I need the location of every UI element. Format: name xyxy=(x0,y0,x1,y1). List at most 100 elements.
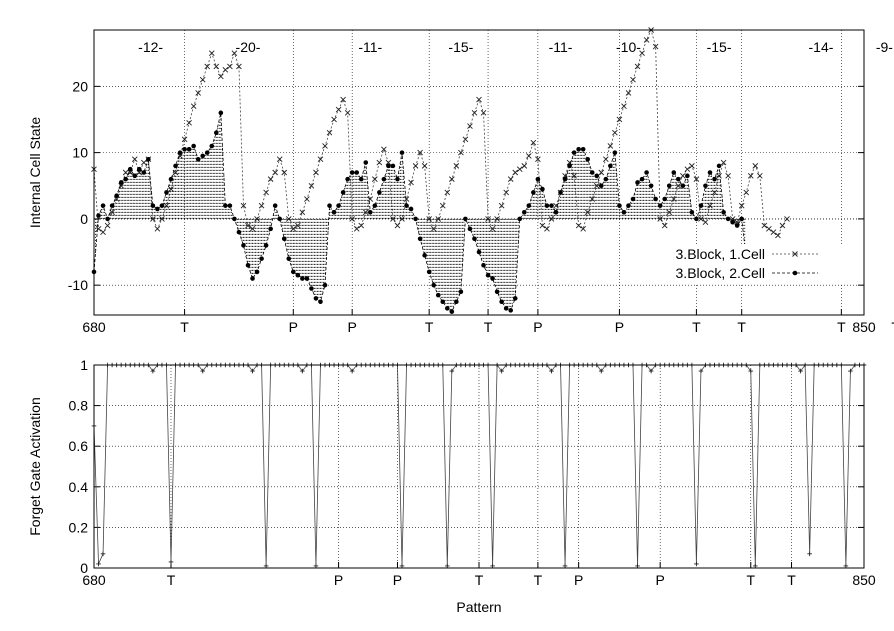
segment-length-label: -15- xyxy=(707,39,732,55)
series-marker-plus xyxy=(798,368,803,374)
series-marker-dot xyxy=(132,173,138,179)
series-marker-dot xyxy=(105,216,110,222)
series-marker-dot xyxy=(304,276,310,281)
series-marker-dot xyxy=(354,170,360,175)
series-marker-x xyxy=(276,156,283,163)
series-marker-x xyxy=(784,216,790,222)
series-marker-dot xyxy=(136,166,142,172)
series-marker-dot xyxy=(490,276,495,281)
series-marker-dot xyxy=(322,282,328,288)
series-marker-x xyxy=(154,226,161,232)
series-marker-dot xyxy=(603,176,609,182)
series-marker-x xyxy=(616,116,623,123)
segment-length-label: -10- xyxy=(616,39,641,55)
series-marker-dot xyxy=(444,306,450,311)
series-marker-x xyxy=(249,226,256,232)
series-marker-dot xyxy=(517,216,523,222)
series-marker-dot xyxy=(191,143,196,149)
segment-length-label: -11- xyxy=(358,39,382,55)
series-marker-x xyxy=(757,172,763,179)
series-marker-x xyxy=(670,196,677,202)
series-marker-x xyxy=(308,182,315,189)
series-marker-dot xyxy=(96,213,101,218)
y-axis-label: Internal Cell State xyxy=(27,117,43,228)
series-marker-x xyxy=(625,90,632,96)
series-marker-x xyxy=(680,172,686,179)
series-marker-x xyxy=(358,222,365,229)
series-marker-dot xyxy=(617,203,622,208)
series-marker-dot xyxy=(463,216,468,222)
plot-frame xyxy=(93,29,865,316)
series-marker-dot xyxy=(431,282,437,288)
series-marker-dot xyxy=(173,163,178,169)
series-marker-dot xyxy=(336,203,341,208)
marker-label: T xyxy=(891,319,894,335)
series-marker-dot xyxy=(644,170,649,175)
y-tick-label: -10 xyxy=(68,277,88,293)
series-marker-x xyxy=(548,216,555,222)
series-marker-x xyxy=(498,202,505,209)
y-tick-label: 0 xyxy=(80,560,88,576)
marker-label: P xyxy=(334,572,343,588)
series-marker-dot xyxy=(100,203,106,208)
series-marker-dot xyxy=(263,243,269,248)
series-marker-x xyxy=(766,226,772,232)
series-marker-x xyxy=(335,106,342,113)
series-marker-dot xyxy=(571,150,577,155)
series-marker-x xyxy=(580,226,586,232)
series-marker-x xyxy=(131,156,138,163)
series-marker-x xyxy=(190,103,197,110)
series-marker-dot xyxy=(422,253,427,258)
series-marker-x xyxy=(521,163,528,169)
y-tick-label: 0.8 xyxy=(69,398,89,414)
series-line-block3-cell1 xyxy=(93,28,788,237)
series-marker-dot xyxy=(648,183,654,189)
series-marker-dot xyxy=(200,153,206,159)
series-marker-dot xyxy=(399,150,405,155)
series-marker-x xyxy=(267,176,274,182)
series-marker-dot xyxy=(195,156,201,162)
series-marker-plus xyxy=(598,368,604,374)
series-marker-x xyxy=(326,129,333,136)
series-marker-x xyxy=(195,90,201,96)
series-marker-x xyxy=(204,63,211,70)
series-marker-dot xyxy=(318,299,323,305)
series-marker-x xyxy=(535,156,541,163)
series-marker-x xyxy=(385,159,392,166)
series-marker-dot xyxy=(458,289,464,295)
series-marker-dot xyxy=(245,262,251,268)
series-marker-x xyxy=(412,163,419,169)
series-marker-x xyxy=(693,176,700,182)
x-axis-label: Pattern xyxy=(456,599,501,615)
legend-swatch-marker xyxy=(792,270,798,276)
series-marker-x xyxy=(159,216,165,222)
legend-label: 3.Block, 2.Cell xyxy=(676,265,765,281)
series-marker-x xyxy=(675,182,682,189)
series-marker-dot xyxy=(698,203,704,208)
series-marker-dot xyxy=(712,176,717,182)
y-tick-label: 20 xyxy=(72,78,88,94)
series-marker-x xyxy=(634,63,641,70)
series-marker-dot xyxy=(272,203,278,208)
series-marker-dot xyxy=(367,209,373,215)
series-marker-x xyxy=(113,196,120,202)
series-marker-x xyxy=(272,169,278,176)
series-marker-dot xyxy=(182,147,187,152)
series-marker-x xyxy=(702,219,709,226)
series-marker-dot xyxy=(268,226,273,232)
series-marker-dot xyxy=(390,163,396,169)
series-marker-x xyxy=(394,222,401,229)
series-marker-dot xyxy=(164,190,169,195)
legend-swatch-marker xyxy=(792,251,798,257)
series-marker-x xyxy=(480,110,487,116)
series-marker-dot xyxy=(562,176,568,182)
series-marker-dot xyxy=(254,269,260,275)
series-marker-x xyxy=(526,153,532,159)
series-marker-dot xyxy=(150,203,156,208)
series-marker-dot xyxy=(286,256,292,261)
series-marker-dot xyxy=(544,203,550,208)
series-marker-x xyxy=(471,110,478,116)
series-marker-dot xyxy=(508,308,514,313)
series-marker-dot xyxy=(716,163,722,169)
y-tick-label: 1 xyxy=(80,357,88,373)
